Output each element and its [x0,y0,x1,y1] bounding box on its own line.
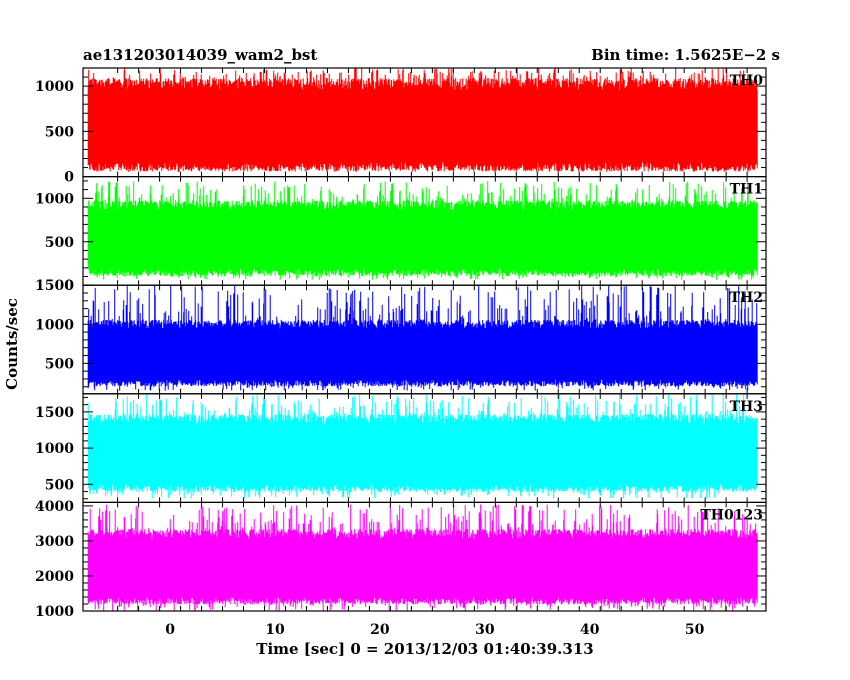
series-line-th1 [87,181,758,280]
y-tick-label: 1000 [35,441,74,457]
series-line-th2 [87,285,758,391]
panel-label-th0: TH0 [730,73,764,89]
panel-th2: 500 1000 1500 TH2 [35,278,767,395]
y-tick-label: 0 [64,278,74,294]
panel-frame [82,501,767,612]
series-line-th0123 [87,504,758,611]
y-tick-label: 500 [45,477,74,493]
y-tick-label: 0 [64,170,74,186]
x-tick-label: 0 [165,622,175,638]
y-tick-label: 2000 [35,569,74,585]
y-tick-label: 500 [45,235,74,251]
series-line-th3 [87,393,758,499]
panel-th3: 500 1000 1500 TH3 [35,393,767,503]
panel-label-th2: TH2 [730,290,763,306]
bin-time-label: Bin time: 1.5625E−2 s [591,46,780,64]
y-tick-label: 1000 [35,317,74,333]
x-axis-title: Time [sec] 0 = 2013/12/03 01:40:39.313 [256,640,593,658]
series-line-th0 [87,68,758,172]
y-tick-label: 1500 [35,278,74,294]
panel-th0: 0 500 1000 TH0 [35,67,767,186]
panel-label-th0123: TH0123 [700,507,763,523]
x-tick-label: 30 [475,622,495,638]
panel-label-th3: TH3 [730,399,763,415]
panel-label-th1: TH1 [730,182,763,198]
chart-title: ae131203014039_wam2_bst [83,46,317,64]
y-tick-label: 3000 [35,534,74,550]
y-tick-label: 500 [45,356,74,372]
y-tick-label: 500 [45,124,74,140]
y-tick-label: 1500 [35,405,74,421]
y-tick-label: 1000 [35,79,74,95]
y-tick-label: 1000 [35,604,74,620]
x-tick-label: 10 [265,622,285,638]
x-tick-label: 20 [370,622,390,638]
y-tick-label: 1000 [35,191,74,207]
y-axis-title: Counts/sec [3,298,21,390]
x-tick-label: 40 [580,622,600,638]
panel-th1: 0 500 1000 TH1 [35,176,767,294]
panel-th0123: 1000 2000 3000 4000 TH0123 [35,499,767,620]
y-tick-label: 4000 [35,499,74,515]
x-tick-label: 50 [685,622,705,638]
